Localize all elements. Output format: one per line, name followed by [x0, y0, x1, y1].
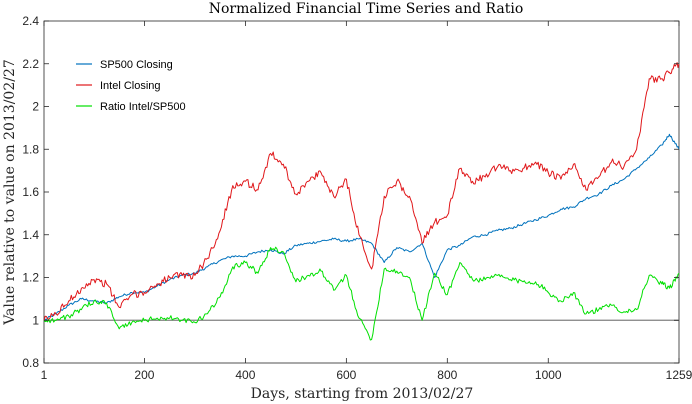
y-tick-label: 2.2: [22, 57, 39, 71]
y-tick-label: 0.8: [22, 356, 39, 370]
y-axis: 0.8 1 1.2 1.4 1.6 1.8 2 2.2 2.4: [22, 14, 679, 370]
plot-area: [43, 20, 680, 364]
x-tick-label: 1: [41, 368, 48, 382]
legend: SP500 Closing Intel Closing Ratio Intel/SP…: [76, 59, 186, 113]
chart-title: Normalized Financial Time Series and Rat…: [209, 1, 524, 17]
series-line-3: [43, 246, 680, 341]
x-tick-label: 400: [235, 368, 255, 382]
x-tick-label: 800: [437, 368, 457, 382]
series-layer: [43, 62, 680, 341]
y-tick-label: 2.4: [22, 14, 39, 28]
y-tick-label: 1.2: [22, 271, 39, 285]
x-tick-label: 1259: [666, 368, 692, 382]
y-tick-label: 1.6: [22, 185, 39, 199]
x-tick-label: 200: [134, 368, 154, 382]
x-axis-title: Days, starting from 2013/02/27: [251, 386, 474, 402]
y-tick-label: 2: [32, 100, 39, 114]
legend-label: Intel Closing: [100, 80, 161, 92]
series-line-2: [43, 62, 680, 321]
y-axis-title: Value relative to value on 2013/02/27: [2, 59, 18, 326]
legend-label: Ratio Intel/SP500: [100, 101, 186, 113]
y-tick-label: 1.8: [22, 142, 39, 156]
y-tick-label: 1.4: [22, 228, 39, 242]
legend-label: SP500 Closing: [100, 59, 173, 71]
x-tick-label: 1000: [535, 368, 562, 382]
x-axis: 1 200 400 600 800 1000 1259: [41, 21, 692, 382]
y-tick-label: 1: [32, 313, 39, 327]
x-tick-label: 600: [336, 368, 356, 382]
series-line-1: [43, 133, 680, 321]
